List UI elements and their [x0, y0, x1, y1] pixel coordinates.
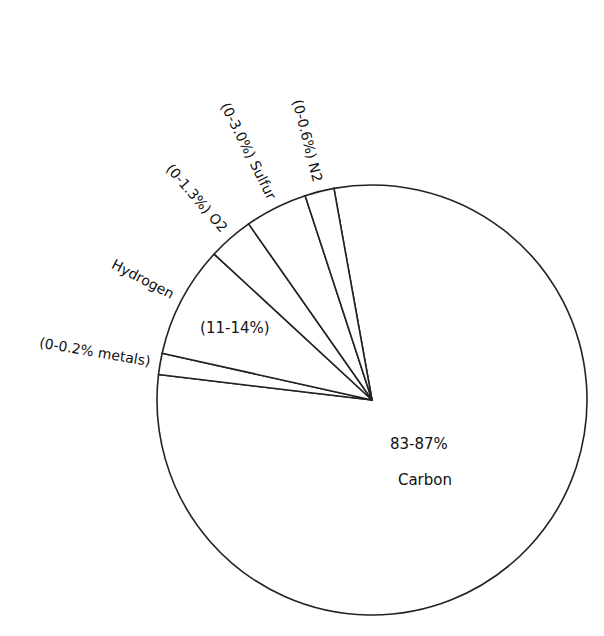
category-label: Carbon: [398, 471, 452, 489]
annotation: (11-14%): [200, 319, 270, 337]
category-label: Hydrogen: [109, 256, 177, 302]
pie: [157, 185, 587, 615]
category-label: (0-0.2% metals): [38, 334, 151, 369]
chart: (0-0.2% metals) Hydrogen (0-1.3%) O2(0-3.0…: [0, 0, 604, 636]
slice: [305, 188, 372, 400]
category-label: (0-0.6%) N2: [290, 98, 326, 184]
background: [0, 0, 604, 636]
labels: (0-0.2% metals) Hydrogen (0-1.3%) O2(0-3.0…: [38, 98, 452, 489]
category-label: (0-1.3%) O2: [163, 161, 231, 235]
annotation: 83-87%: [390, 435, 448, 453]
slice: [157, 185, 587, 615]
category-label: (0-3.0%) Sulfur: [218, 100, 280, 202]
